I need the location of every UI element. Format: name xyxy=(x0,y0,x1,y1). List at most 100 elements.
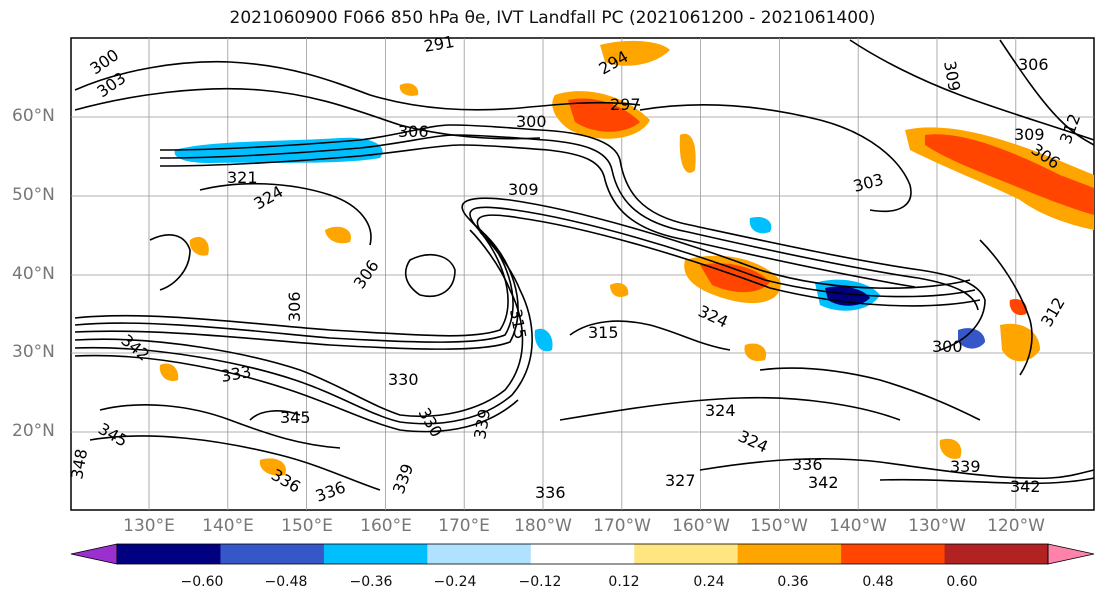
contour-line xyxy=(199,182,372,246)
lon-label: 130°W xyxy=(908,516,966,536)
contour-label: 336 xyxy=(792,455,823,474)
contour-label: 342 xyxy=(1010,477,1041,496)
contour-line xyxy=(569,320,731,351)
colorbar-segment xyxy=(737,544,842,564)
lat-label: 40°N xyxy=(12,264,55,284)
contour-label: 330 xyxy=(388,370,419,389)
colorbar-segment xyxy=(117,544,221,564)
contour-line xyxy=(74,206,976,343)
colorbar-tick: 0.24 xyxy=(693,574,725,590)
contour-line xyxy=(159,144,916,288)
shade-positive-top xyxy=(600,40,670,66)
colorbar-extend-max xyxy=(1047,543,1095,565)
contour-line xyxy=(404,254,456,297)
lat-lon-grid xyxy=(71,38,1094,510)
colorbar-tick: −0.12 xyxy=(518,574,562,590)
lon-label: 140°E xyxy=(202,516,254,536)
lon-label: 130°E xyxy=(123,516,175,536)
lon-label: 120°W xyxy=(987,516,1045,536)
colorbar xyxy=(70,543,1095,565)
shade-positive-small-6 xyxy=(259,458,286,476)
contour-line xyxy=(74,229,524,418)
shade-positive-npac-core xyxy=(700,263,770,293)
map-title: 2021060900 F066 850 hPa θe, IVT Landfall… xyxy=(229,8,876,28)
contour-line xyxy=(74,197,971,337)
contour-line xyxy=(159,134,979,311)
shade-positive-small-4 xyxy=(679,133,696,173)
colorbar-tick: 0.36 xyxy=(777,574,809,590)
colorbar-tick: −0.36 xyxy=(349,574,393,590)
lon-label: 150°W xyxy=(750,516,808,536)
contour-line xyxy=(979,239,1033,376)
contour-label: 345 xyxy=(280,408,311,427)
colorbar-segment xyxy=(530,544,635,564)
shade-negative-west xyxy=(534,328,553,352)
contour-line xyxy=(879,477,1095,485)
colorbar-tick: −0.24 xyxy=(433,574,477,590)
colorbar-tick: 0.48 xyxy=(862,574,894,590)
lon-label: 180°W xyxy=(514,516,572,536)
contour-line xyxy=(74,214,981,350)
lon-label: 140°W xyxy=(829,516,887,536)
contour-line xyxy=(74,354,519,433)
contour-label: 324 xyxy=(705,401,736,420)
shade-positive-small-5 xyxy=(939,438,962,459)
lon-label: 150°E xyxy=(281,516,333,536)
contour-line xyxy=(159,124,986,351)
lon-label: 160°E xyxy=(360,516,412,536)
colorbar-extend-min xyxy=(70,543,118,565)
lat-label: 50°N xyxy=(12,185,55,205)
theta-e-contours xyxy=(74,39,1095,491)
lat-label: 60°N xyxy=(12,106,55,126)
lat-label: 20°N xyxy=(12,421,55,441)
shade-positive-small-8 xyxy=(744,343,767,362)
colorbar-segment xyxy=(220,544,325,564)
pc-shading xyxy=(159,40,1094,476)
colorbar-segment xyxy=(427,544,532,564)
shade-positive-small-3 xyxy=(189,236,209,256)
contour-line xyxy=(759,367,981,421)
shade-negative-pac xyxy=(749,216,772,234)
contour-line xyxy=(74,60,641,111)
contour-label: 309 xyxy=(1014,125,1045,144)
contour-line xyxy=(559,396,901,421)
contour-label: 339 xyxy=(950,457,981,476)
contour-label: 336 xyxy=(535,483,566,502)
contour-line xyxy=(74,87,541,140)
lon-label: 170°W xyxy=(593,516,651,536)
contour-line xyxy=(639,103,912,212)
colorbar-segment xyxy=(634,544,739,564)
contour-line xyxy=(99,404,341,449)
contour-line xyxy=(699,457,1095,480)
contour-line xyxy=(149,234,191,291)
colorbar-tick: −0.48 xyxy=(264,574,308,590)
contour-label: 306 xyxy=(398,122,429,141)
colorbar-outline xyxy=(116,543,1049,565)
contour-line xyxy=(249,410,301,421)
colorbar-segment xyxy=(841,544,946,564)
contour-label: 342 xyxy=(808,473,839,492)
contour-line xyxy=(89,435,381,491)
contour-line xyxy=(999,39,1095,146)
lat-label: 30°N xyxy=(12,342,55,362)
shade-positive-small-1 xyxy=(610,283,629,297)
colorbar-segment xyxy=(944,544,1049,564)
shade-positive-alaska-core xyxy=(925,134,1094,215)
contour-label: 306 xyxy=(1018,55,1049,74)
colorbar-segment xyxy=(323,544,428,564)
shade-positive-small-10 xyxy=(399,83,419,96)
contour-line xyxy=(74,231,533,425)
shade-positive-small-2 xyxy=(325,226,351,244)
contour-label: 321 xyxy=(227,168,258,187)
contour-line xyxy=(849,39,1095,141)
contour-label: 297 xyxy=(610,95,641,114)
shade-positive-gulf-core xyxy=(568,98,640,132)
colorbar-tick: 0.12 xyxy=(608,574,640,590)
lon-label: 160°W xyxy=(672,516,730,536)
shade-negative-east xyxy=(958,328,985,349)
colorbar-tick: −0.60 xyxy=(180,574,224,590)
contour-label: 309 xyxy=(508,180,539,199)
contour-label: 315 xyxy=(588,323,619,342)
contour-label: 300 xyxy=(516,112,547,131)
